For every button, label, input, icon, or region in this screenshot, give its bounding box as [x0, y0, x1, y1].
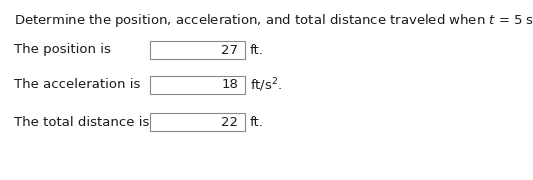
Bar: [150, 41, 245, 59]
Text: 27: 27: [221, 44, 238, 57]
Text: ft.: ft.: [250, 44, 264, 57]
Text: The acceleration is: The acceleration is: [14, 78, 140, 91]
Text: 22: 22: [221, 116, 238, 129]
Text: 18: 18: [221, 78, 238, 91]
Text: The total distance is: The total distance is: [14, 116, 149, 129]
Text: ft/s$^{2}$.: ft/s$^{2}$.: [250, 76, 282, 94]
Text: The position is: The position is: [14, 44, 111, 57]
Text: ft.: ft.: [250, 116, 264, 129]
Bar: [150, 76, 245, 94]
Bar: [150, 113, 245, 131]
Text: Determine the position, acceleration, and total distance traveled when $t$ = 5 s: Determine the position, acceleration, an…: [14, 12, 533, 29]
